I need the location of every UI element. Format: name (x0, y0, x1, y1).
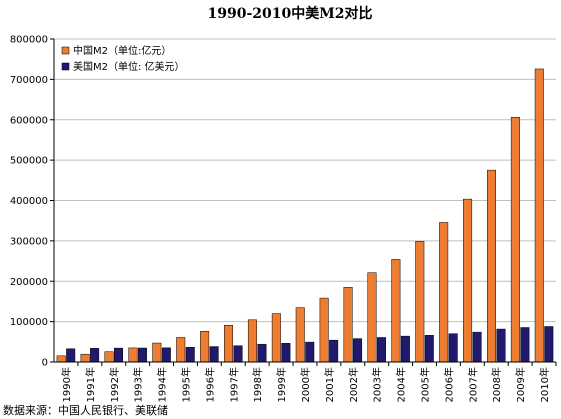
y-tick-label: 400000 (10, 196, 48, 207)
bar-china-1998年 (247, 319, 257, 363)
bar-usa-2006年 (448, 333, 458, 363)
bar-usa-2000年 (305, 341, 315, 363)
x-tick-label: 1994年 (156, 367, 169, 402)
y-tick-label: 0 (42, 358, 48, 369)
bar-china-2005年 (415, 241, 425, 363)
bar-china-1996年 (200, 331, 210, 363)
x-tick-label: 1992年 (108, 367, 121, 402)
x-tick-label: 2005年 (419, 367, 432, 402)
bar-usa-2009年 (520, 327, 530, 363)
legend-swatch-usa (61, 62, 70, 71)
bar-china-1991年 (80, 353, 90, 363)
bar-china-2008年 (486, 169, 496, 363)
bar-china-1990年 (56, 355, 66, 363)
bar-usa-2004年 (400, 335, 410, 363)
bar-usa-1999年 (281, 343, 291, 363)
x-tick-label: 2009年 (514, 367, 527, 402)
legend: 中国M2（单位:亿元） 美国M2（单位: 亿美元） (61, 44, 185, 73)
x-tick-label: 1997年 (227, 367, 240, 402)
bar-china-2010年 (534, 68, 544, 363)
bar-usa-1997年 (233, 345, 243, 363)
bar-usa-2001年 (329, 339, 339, 363)
x-tick-label: 1999年 (275, 367, 288, 402)
bar-china-1993年 (128, 347, 138, 363)
bar-china-2002年 (343, 287, 353, 363)
y-tick-label: 800000 (10, 35, 48, 46)
bar-china-2003年 (367, 272, 377, 363)
y-tick-label: 300000 (10, 236, 48, 247)
bar-usa-1996年 (209, 346, 219, 363)
bar-usa-1992年 (114, 347, 124, 363)
x-tick-label: 2004年 (395, 367, 408, 402)
bar-china-2004年 (391, 259, 401, 363)
bar-china-1994年 (152, 342, 162, 363)
x-tick-label: 2006年 (442, 367, 455, 402)
x-axis-ticks: 1990年 1991年 1992年 1993年 1994年 1995年 1996年 1997年… (60, 362, 557, 402)
x-tick-label: 2010年 (538, 367, 551, 402)
x-tick-label: 2008年 (490, 367, 503, 402)
bar-china-1997年 (224, 325, 234, 363)
y-tick-label: 700000 (10, 75, 48, 86)
bar-usa-1994年 (161, 347, 171, 363)
bar-usa-2008年 (496, 328, 506, 363)
x-tick-label: 1991年 (84, 367, 97, 402)
legend-swatch-china (61, 46, 70, 55)
bar-usa-1991年 (90, 348, 100, 363)
x-tick-label: 1998年 (251, 367, 264, 402)
y-axis-ticks: 0 100000 200000 300000 400000 500000 600000 700… (10, 35, 54, 369)
bar-china-1992年 (104, 351, 114, 363)
x-tick-label: 2002年 (347, 367, 360, 402)
y-tick-label: 600000 (10, 115, 48, 126)
bar-china-2001年 (319, 297, 329, 363)
bar-usa-1993年 (137, 347, 147, 363)
source-note: 数据来源：中国人民银行、美联储 (3, 403, 168, 417)
bar-usa-1998年 (257, 343, 267, 363)
y-tick-label: 200000 (10, 277, 48, 288)
bar-china-2007年 (463, 198, 473, 363)
bar-china-2000年 (295, 307, 305, 363)
bar-usa-2002年 (353, 338, 363, 363)
legend-label-usa: 美国M2（单位: 亿美元） (73, 60, 185, 73)
x-tick-label: 2001年 (323, 367, 336, 402)
bar-usa-1995年 (185, 347, 195, 363)
x-tick-label: 1996年 (203, 367, 216, 402)
y-tick-label: 500000 (10, 156, 48, 167)
bar-china-2006年 (439, 222, 449, 363)
x-tick-label: 2007年 (466, 367, 479, 402)
bar-china-1999年 (271, 313, 281, 363)
bar-china-1995年 (176, 337, 186, 363)
gridlines (54, 38, 556, 323)
x-tick-label: 2003年 (371, 367, 384, 402)
bar-usa-1990年 (66, 348, 76, 363)
bars (56, 68, 554, 363)
bar-usa-2003年 (376, 337, 386, 363)
chart-title: 1990-2010中美M2对比 (208, 5, 373, 22)
x-tick-label: 1995年 (179, 367, 192, 402)
bar-usa-2005年 (424, 335, 434, 363)
bar-usa-2007年 (472, 331, 482, 363)
y-tick-label: 100000 (10, 317, 48, 328)
legend-label-china: 中国M2（单位:亿元） (73, 44, 171, 57)
x-tick-label: 1990年 (60, 367, 73, 402)
bar-china-2009年 (510, 116, 520, 363)
x-tick-label: 1993年 (132, 367, 145, 402)
bar-usa-2010年 (544, 326, 554, 363)
x-tick-label: 2000年 (299, 367, 312, 402)
